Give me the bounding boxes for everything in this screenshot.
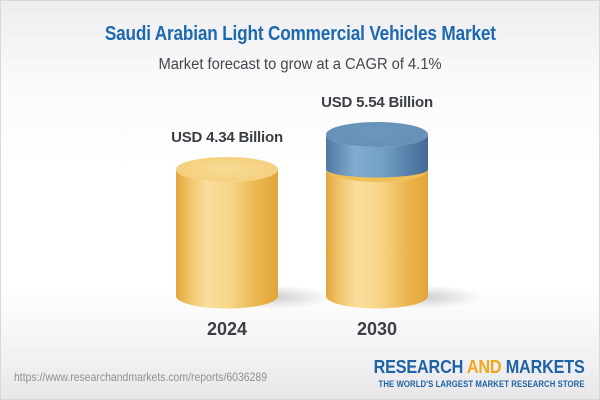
page-title: Saudi Arabian Light Commercial Vehicles … [1, 23, 599, 46]
bar-growth-segment [326, 134, 428, 178]
page-subtitle-text: Market forecast to grow at a CAGR of 4.1… [158, 56, 442, 73]
cylinder-bar-2030 [326, 122, 481, 309]
page-subtitle: Market forecast to grow at a CAGR of 4.1… [1, 56, 599, 74]
logo-tagline: THE WORLD'S LARGEST MARKET RESEARCH STOR… [378, 379, 585, 389]
company-logo: RESEARCH AND MARKETS THE WORLD'S LARGEST… [345, 357, 585, 389]
bar-body [176, 169, 278, 309]
bar-top-cap [176, 156, 278, 182]
logo-word-and: AND [467, 357, 502, 377]
logo-wordmark: RESEARCH AND MARKETS [369, 357, 585, 378]
bar-top-cap [326, 122, 428, 147]
page-title-text: Saudi Arabian Light Commercial Vehicles … [104, 23, 496, 45]
bar-base-segment [326, 169, 428, 309]
cylinder-bar-2024 [176, 156, 331, 309]
report-url-link[interactable]: https://www.researchandmarkets.com/repor… [14, 370, 268, 384]
logo-word-research: RESEARCH [374, 357, 464, 377]
logo-word-markets: MARKETS [506, 357, 585, 377]
